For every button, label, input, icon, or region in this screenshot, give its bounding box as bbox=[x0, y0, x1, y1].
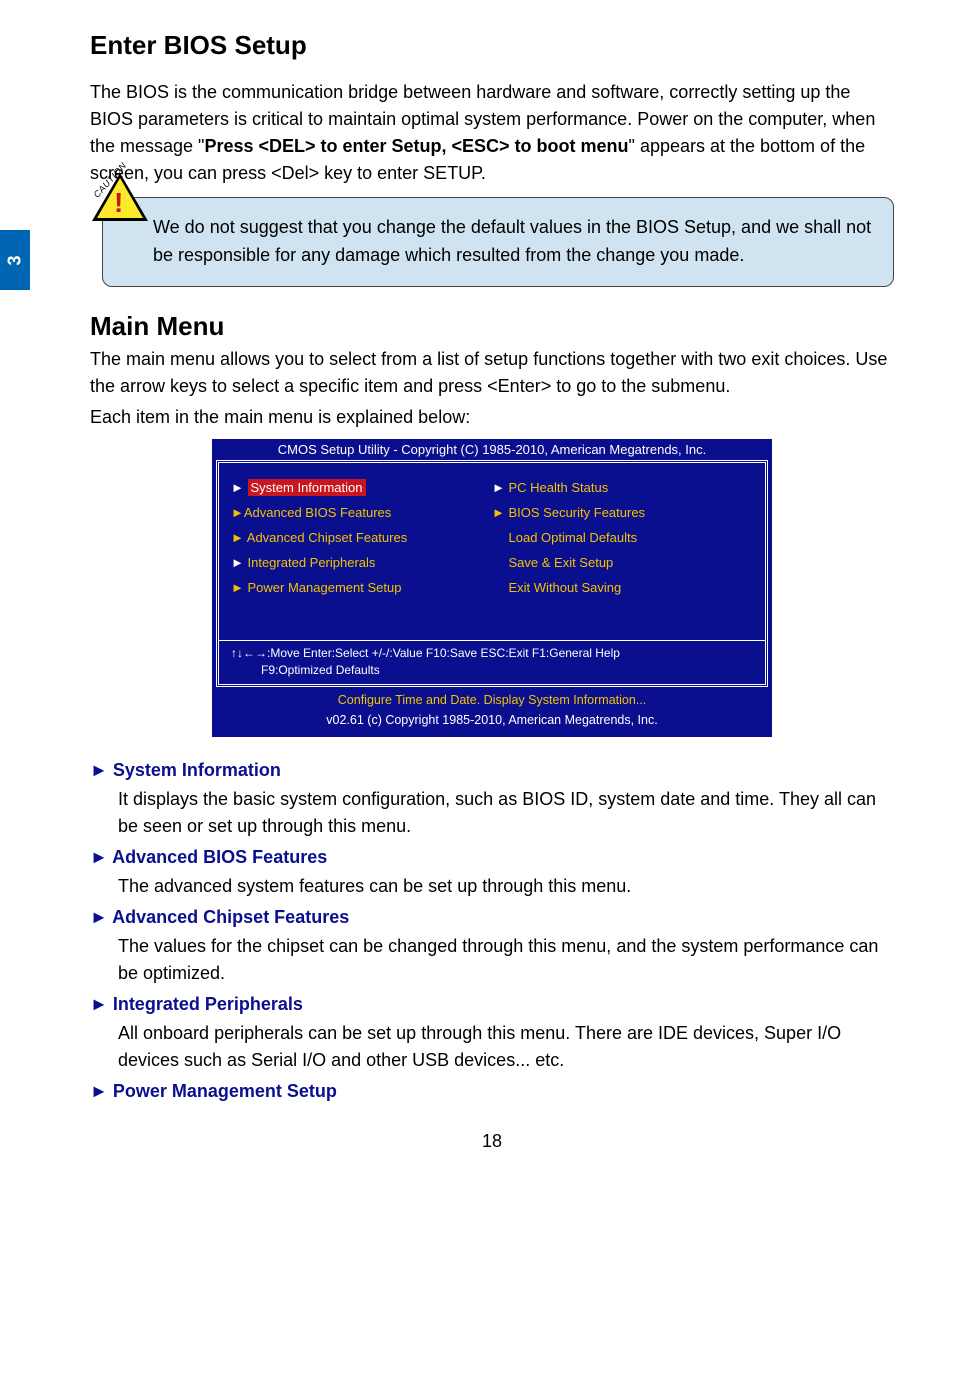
bios-config-hint: Configure Time and Date. Display System … bbox=[212, 687, 772, 711]
bios-item-label: PC Health Status bbox=[509, 480, 609, 495]
intro-text-bold: Press <DEL> to enter Setup, <ESC> to boo… bbox=[204, 136, 628, 156]
section-title-1: Enter BIOS Setup bbox=[90, 30, 894, 61]
caution-block: ! CAUTION We do not suggest that you cha… bbox=[102, 197, 894, 287]
chapter-number: 3 bbox=[4, 255, 25, 265]
desc-heading: ► Integrated Peripherals bbox=[90, 991, 894, 1018]
desc-body: All onboard peripherals can be set up th… bbox=[118, 1020, 894, 1074]
bios-item-label: Exit Without Saving bbox=[509, 580, 622, 595]
bios-item: ► Integrated Peripherals bbox=[231, 550, 492, 575]
intro-paragraph: The BIOS is the communication bridge bet… bbox=[90, 79, 894, 187]
desc-body: It displays the basic system configurati… bbox=[118, 786, 894, 840]
desc-heading: ► System Information bbox=[90, 757, 894, 784]
bios-item-label: System Information bbox=[248, 479, 366, 496]
bios-item-label: Integrated Peripherals bbox=[248, 555, 376, 570]
bios-left-col: ► System Information ►Advanced BIOS Feat… bbox=[231, 475, 492, 600]
bios-item-label: Advanced Chipset Features bbox=[247, 530, 407, 545]
desc-heading: ► Advanced BIOS Features bbox=[90, 844, 894, 871]
description-list: ► System Information It displays the bas… bbox=[90, 757, 894, 1105]
caution-text: We do not suggest that you change the de… bbox=[102, 197, 894, 287]
bios-header: CMOS Setup Utility - Copyright (C) 1985-… bbox=[212, 439, 772, 460]
bios-item: ► Save & Exit Setup bbox=[492, 550, 753, 575]
main-menu-p1: The main menu allows you to select from … bbox=[90, 346, 894, 400]
page-number: 18 bbox=[90, 1131, 894, 1152]
bios-nav-line2: F9:Optimized Defaults bbox=[231, 662, 753, 679]
bios-screenshot: CMOS Setup Utility - Copyright (C) 1985-… bbox=[212, 439, 772, 738]
desc-heading: ► Power Management Setup bbox=[90, 1078, 894, 1105]
bios-copyright: v02.61 (c) Copyright 1985-2010, American… bbox=[212, 711, 772, 737]
bios-item: ► Exit Without Saving bbox=[492, 575, 753, 600]
caution-mark: ! bbox=[114, 187, 123, 219]
bios-item: ► Advanced Chipset Features bbox=[231, 525, 492, 550]
desc-heading: ► Advanced Chipset Features bbox=[90, 904, 894, 931]
main-menu-p2: Each item in the main menu is explained … bbox=[90, 404, 894, 431]
bios-item: ► System Information bbox=[231, 475, 492, 500]
bios-nav-help: ↑↓←→:Move Enter:Select +/-/:Value F10:Sa… bbox=[219, 640, 765, 685]
bios-item-label: BIOS Security Features bbox=[509, 505, 646, 520]
section-title-2: Main Menu bbox=[90, 311, 894, 342]
bios-item: ►Advanced BIOS Features bbox=[231, 500, 492, 525]
bios-nav-line1: ↑↓←→:Move Enter:Select +/-/:Value F10:Sa… bbox=[231, 645, 753, 662]
bios-item: ► Load Optimal Defaults bbox=[492, 525, 753, 550]
chapter-tab: 3 bbox=[0, 230, 30, 290]
bios-item-label: Advanced BIOS Features bbox=[244, 505, 391, 520]
bios-item: ► PC Health Status bbox=[492, 475, 753, 500]
desc-body: The advanced system features can be set … bbox=[118, 873, 894, 900]
bios-item: ► BIOS Security Features bbox=[492, 500, 753, 525]
desc-body: The values for the chipset can be change… bbox=[118, 933, 894, 987]
bios-item-label: Load Optimal Defaults bbox=[509, 530, 638, 545]
bios-right-col: ► PC Health Status ► BIOS Security Featu… bbox=[492, 475, 753, 600]
bios-item-label: Save & Exit Setup bbox=[509, 555, 614, 570]
bios-item-label: Power Management Setup bbox=[248, 580, 402, 595]
bios-frame: ► System Information ►Advanced BIOS Feat… bbox=[216, 460, 768, 688]
bios-item: ► Power Management Setup bbox=[231, 575, 492, 600]
